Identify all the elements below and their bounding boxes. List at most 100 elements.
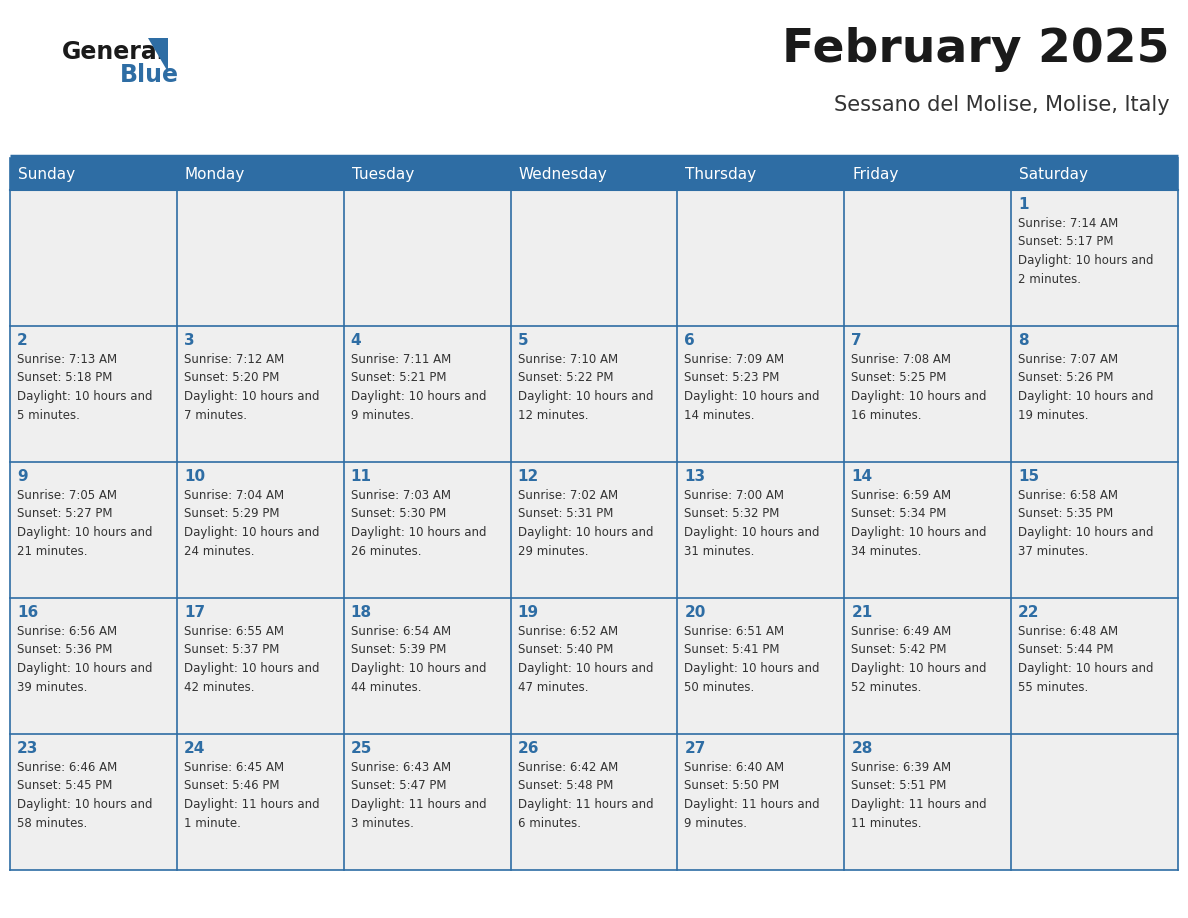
Text: 37 minutes.: 37 minutes. — [1018, 544, 1088, 557]
Text: 27: 27 — [684, 741, 706, 756]
Text: 19 minutes.: 19 minutes. — [1018, 409, 1088, 421]
Text: Sunrise: 7:14 AM: Sunrise: 7:14 AM — [1018, 217, 1118, 230]
Bar — [1011, 734, 1178, 870]
Text: Sunset: 5:42 PM: Sunset: 5:42 PM — [852, 644, 947, 656]
Text: Daylight: 10 hours and: Daylight: 10 hours and — [684, 662, 823, 675]
Text: Sunset: 5:17 PM: Sunset: 5:17 PM — [1018, 235, 1113, 248]
Text: Thursday: Thursday — [685, 166, 757, 182]
Text: Sunrise: 6:58 AM: Sunrise: 6:58 AM — [1018, 488, 1118, 501]
Text: Sunday: Sunday — [18, 166, 75, 182]
Text: Daylight: 10 hours and: Daylight: 10 hours and — [852, 390, 991, 403]
Text: Daylight: 10 hours and: Daylight: 10 hours and — [518, 526, 657, 539]
Text: 4: 4 — [350, 333, 361, 348]
Bar — [10, 734, 177, 870]
Text: Sessano del Molise, Molise, Italy: Sessano del Molise, Molise, Italy — [834, 95, 1170, 115]
Bar — [677, 326, 845, 462]
Text: 12: 12 — [518, 469, 539, 484]
Text: 50 minutes.: 50 minutes. — [684, 680, 754, 694]
Text: 52 minutes.: 52 minutes. — [852, 680, 922, 694]
Text: Sunrise: 6:39 AM: Sunrise: 6:39 AM — [852, 760, 952, 774]
Text: Daylight: 10 hours and: Daylight: 10 hours and — [852, 526, 991, 539]
Text: Sunset: 5:23 PM: Sunset: 5:23 PM — [684, 371, 779, 385]
Text: 11 minutes.: 11 minutes. — [852, 817, 922, 830]
Bar — [177, 734, 343, 870]
Text: Sunset: 5:22 PM: Sunset: 5:22 PM — [518, 371, 613, 385]
Text: Daylight: 10 hours and: Daylight: 10 hours and — [1018, 662, 1157, 675]
Text: Daylight: 10 hours and: Daylight: 10 hours and — [17, 662, 157, 675]
Text: Saturday: Saturday — [1019, 166, 1088, 182]
Bar — [10, 462, 177, 598]
Text: Blue: Blue — [120, 63, 179, 87]
Text: Sunrise: 6:45 AM: Sunrise: 6:45 AM — [184, 760, 284, 774]
Bar — [177, 190, 343, 326]
Text: Sunset: 5:29 PM: Sunset: 5:29 PM — [184, 508, 279, 521]
Bar — [343, 190, 511, 326]
Text: February 2025: February 2025 — [783, 28, 1170, 73]
Bar — [677, 462, 845, 598]
Bar — [1011, 190, 1178, 326]
Text: Daylight: 10 hours and: Daylight: 10 hours and — [184, 526, 323, 539]
Text: 21 minutes.: 21 minutes. — [17, 544, 88, 557]
Bar — [677, 158, 845, 190]
Text: Sunset: 5:18 PM: Sunset: 5:18 PM — [17, 371, 113, 385]
Text: Sunrise: 7:05 AM: Sunrise: 7:05 AM — [17, 488, 116, 501]
Text: 11: 11 — [350, 469, 372, 484]
Text: 8: 8 — [1018, 333, 1029, 348]
Polygon shape — [148, 38, 168, 72]
Bar — [845, 158, 1011, 190]
Text: Sunset: 5:39 PM: Sunset: 5:39 PM — [350, 644, 446, 656]
Bar — [343, 462, 511, 598]
Text: 18: 18 — [350, 605, 372, 620]
Text: Monday: Monday — [185, 166, 245, 182]
Text: Sunset: 5:40 PM: Sunset: 5:40 PM — [518, 644, 613, 656]
Text: Sunrise: 6:52 AM: Sunrise: 6:52 AM — [518, 624, 618, 637]
Text: Daylight: 11 hours and: Daylight: 11 hours and — [184, 798, 323, 811]
Text: Sunrise: 7:04 AM: Sunrise: 7:04 AM — [184, 488, 284, 501]
Text: 10: 10 — [184, 469, 206, 484]
Text: 20: 20 — [684, 605, 706, 620]
Text: Daylight: 10 hours and: Daylight: 10 hours and — [1018, 526, 1157, 539]
Bar — [10, 158, 177, 190]
Text: 24: 24 — [184, 741, 206, 756]
Text: Daylight: 10 hours and: Daylight: 10 hours and — [17, 798, 157, 811]
Bar — [677, 734, 845, 870]
Text: Sunrise: 7:10 AM: Sunrise: 7:10 AM — [518, 353, 618, 365]
Bar — [1011, 462, 1178, 598]
Text: 13: 13 — [684, 469, 706, 484]
Bar — [511, 158, 677, 190]
Text: Sunrise: 6:40 AM: Sunrise: 6:40 AM — [684, 760, 784, 774]
Text: Sunset: 5:31 PM: Sunset: 5:31 PM — [518, 508, 613, 521]
Bar — [511, 190, 677, 326]
Bar — [511, 734, 677, 870]
Text: Daylight: 10 hours and: Daylight: 10 hours and — [350, 662, 489, 675]
Text: 23: 23 — [17, 741, 38, 756]
Text: 9: 9 — [17, 469, 27, 484]
Bar — [10, 326, 177, 462]
Text: Sunrise: 6:42 AM: Sunrise: 6:42 AM — [518, 760, 618, 774]
Text: Sunset: 5:27 PM: Sunset: 5:27 PM — [17, 508, 113, 521]
Text: Daylight: 10 hours and: Daylight: 10 hours and — [684, 390, 823, 403]
Text: Daylight: 10 hours and: Daylight: 10 hours and — [184, 390, 323, 403]
Text: 5 minutes.: 5 minutes. — [17, 409, 80, 421]
Text: 14 minutes.: 14 minutes. — [684, 409, 754, 421]
Text: Sunrise: 6:51 AM: Sunrise: 6:51 AM — [684, 624, 784, 637]
Bar — [677, 598, 845, 734]
Text: Daylight: 10 hours and: Daylight: 10 hours and — [17, 390, 157, 403]
Text: Sunrise: 7:13 AM: Sunrise: 7:13 AM — [17, 353, 118, 365]
Bar — [845, 462, 1011, 598]
Text: Sunrise: 6:55 AM: Sunrise: 6:55 AM — [184, 624, 284, 637]
Text: Sunset: 5:44 PM: Sunset: 5:44 PM — [1018, 644, 1113, 656]
Text: Sunset: 5:48 PM: Sunset: 5:48 PM — [518, 779, 613, 792]
Text: 7: 7 — [852, 333, 862, 348]
Bar — [511, 462, 677, 598]
Text: Sunset: 5:35 PM: Sunset: 5:35 PM — [1018, 508, 1113, 521]
Text: Sunset: 5:32 PM: Sunset: 5:32 PM — [684, 508, 779, 521]
Text: 55 minutes.: 55 minutes. — [1018, 680, 1088, 694]
Text: Sunset: 5:46 PM: Sunset: 5:46 PM — [184, 779, 279, 792]
Text: Sunset: 5:30 PM: Sunset: 5:30 PM — [350, 508, 446, 521]
Text: Daylight: 10 hours and: Daylight: 10 hours and — [1018, 254, 1157, 267]
Text: 42 minutes.: 42 minutes. — [184, 680, 254, 694]
Text: 3 minutes.: 3 minutes. — [350, 817, 413, 830]
Bar — [177, 158, 343, 190]
Text: Sunset: 5:51 PM: Sunset: 5:51 PM — [852, 779, 947, 792]
